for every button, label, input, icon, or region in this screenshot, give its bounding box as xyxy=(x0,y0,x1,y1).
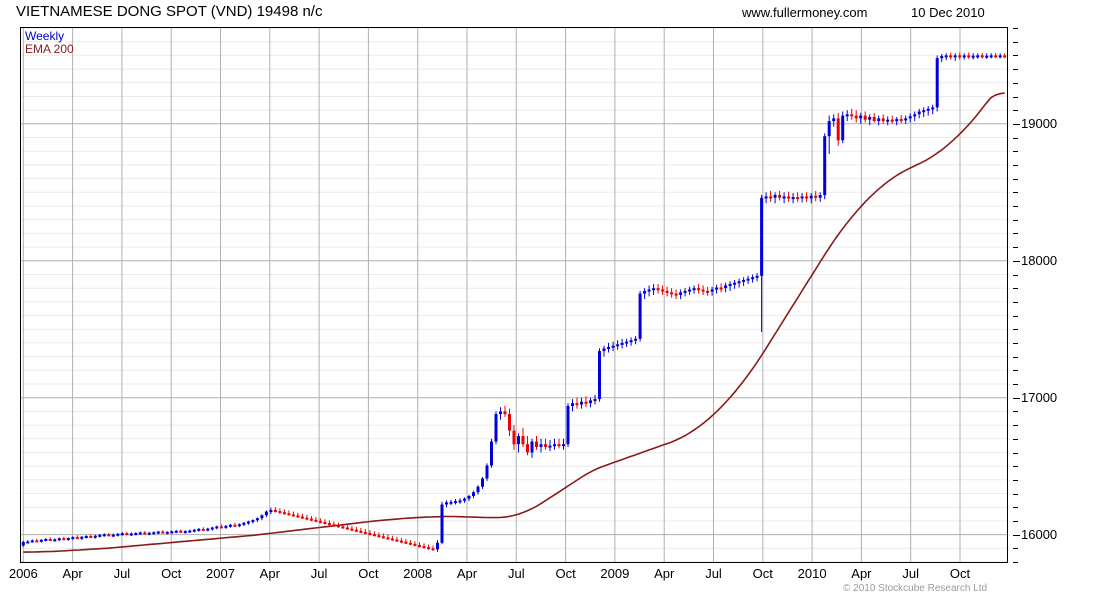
x-axis-label: Apr xyxy=(851,566,872,581)
chart-plot-area: Weekly EMA 200 xyxy=(20,27,1008,563)
y-axis-tick xyxy=(1013,479,1018,481)
y-axis-tick xyxy=(1013,55,1018,57)
y-axis-tick xyxy=(1013,370,1018,372)
y-axis-tick xyxy=(1013,82,1018,84)
x-axis-label: 2007 xyxy=(206,566,235,581)
x-axis-label: Jul xyxy=(902,566,919,581)
x-axis-label: Oct xyxy=(555,566,576,581)
y-axis-tick xyxy=(1013,247,1018,249)
y-axis-tick xyxy=(1013,520,1018,522)
y-axis-tick xyxy=(1013,384,1018,385)
y-axis-tick xyxy=(1013,438,1018,440)
y-axis-tick xyxy=(1013,329,1018,331)
y-axis-tick xyxy=(1013,548,1018,550)
x-axis-label: 2006 xyxy=(8,566,38,581)
y-axis-tick xyxy=(1013,342,1018,344)
y-axis-label: 16000 xyxy=(1021,526,1058,542)
x-axis-label: Jul xyxy=(113,566,131,581)
y-axis-tick xyxy=(1013,274,1018,276)
y-axis-tick xyxy=(1013,411,1018,413)
chart-date: 10 Dec 2010 xyxy=(911,5,985,20)
x-axis-label: Jul xyxy=(310,566,328,581)
y-axis-tick xyxy=(1013,397,1020,399)
x-axis-label: Apr xyxy=(456,566,478,581)
y-axis-tick xyxy=(1013,562,1018,563)
y-axis-labels: 16000 17000 18000 19000 xyxy=(1013,27,1093,563)
y-axis-tick xyxy=(1013,534,1020,536)
y-axis-tick xyxy=(1013,110,1018,112)
x-axis-label: Oct xyxy=(161,566,182,581)
y-axis-tick xyxy=(1013,356,1018,358)
chart-legend: Weekly EMA 200 xyxy=(25,30,74,56)
y-axis-label: 17000 xyxy=(1021,389,1058,405)
y-axis-tick xyxy=(1013,96,1018,98)
copyright-notice: © 2010 Stockcube Research Ltd xyxy=(843,583,988,594)
y-axis-tick xyxy=(1013,219,1018,221)
legend-item-ema200: EMA 200 xyxy=(25,42,74,56)
y-axis-tick xyxy=(1013,137,1018,139)
y-axis-tick xyxy=(1013,233,1018,235)
source-website: www.fullermoney.com xyxy=(742,5,868,20)
y-axis-tick xyxy=(1013,301,1018,303)
y-axis-tick xyxy=(1013,260,1020,262)
y-axis-label: 19000 xyxy=(1021,115,1058,131)
y-axis-tick xyxy=(1013,123,1020,125)
legend-item-weekly: Weekly xyxy=(25,29,65,43)
y-axis-tick xyxy=(1013,206,1018,207)
y-axis-tick xyxy=(1013,288,1018,290)
x-axis-label: Oct xyxy=(752,566,773,581)
y-axis-tick xyxy=(1013,452,1018,454)
y-axis-tick xyxy=(1013,164,1018,166)
x-axis-label: Oct xyxy=(358,566,379,581)
y-axis-tick xyxy=(1013,507,1018,509)
y-axis-tick xyxy=(1013,151,1018,153)
y-axis-tick xyxy=(1013,192,1018,194)
chart-header: VIETNAMESE DONG SPOT (VND) 19498 n/c www… xyxy=(0,0,1100,27)
x-axis-label: Jul xyxy=(507,566,525,581)
x-axis-label: Apr xyxy=(62,566,83,581)
x-axis-label: Jul xyxy=(705,566,722,581)
page-title: VIETNAMESE DONG SPOT (VND) 19498 n/c xyxy=(16,3,323,20)
y-axis-tick xyxy=(1013,178,1018,180)
y-axis-tick xyxy=(1013,69,1018,71)
x-axis-label: 2010 xyxy=(797,566,827,581)
x-axis-label: Apr xyxy=(259,566,280,581)
y-axis-tick xyxy=(1013,41,1018,43)
x-axis-label: 2008 xyxy=(403,566,433,581)
x-axis-labels: 2006 Apr Jul Oct 2007 Apr Jul Oct 2008 Apr Jul Oct 2… xyxy=(0,566,1100,586)
y-axis-tick xyxy=(1013,425,1018,427)
y-axis-tick xyxy=(1013,493,1018,495)
y-axis-tick xyxy=(1013,28,1018,29)
y-axis-tick xyxy=(1013,466,1018,468)
price-chart-canvas xyxy=(21,28,1007,562)
y-axis-tick xyxy=(1013,315,1018,317)
y-axis-label: 18000 xyxy=(1021,252,1058,268)
x-axis-label: 2009 xyxy=(600,566,630,581)
x-axis-label: Oct xyxy=(949,566,971,581)
x-axis-label: Apr xyxy=(654,566,675,581)
